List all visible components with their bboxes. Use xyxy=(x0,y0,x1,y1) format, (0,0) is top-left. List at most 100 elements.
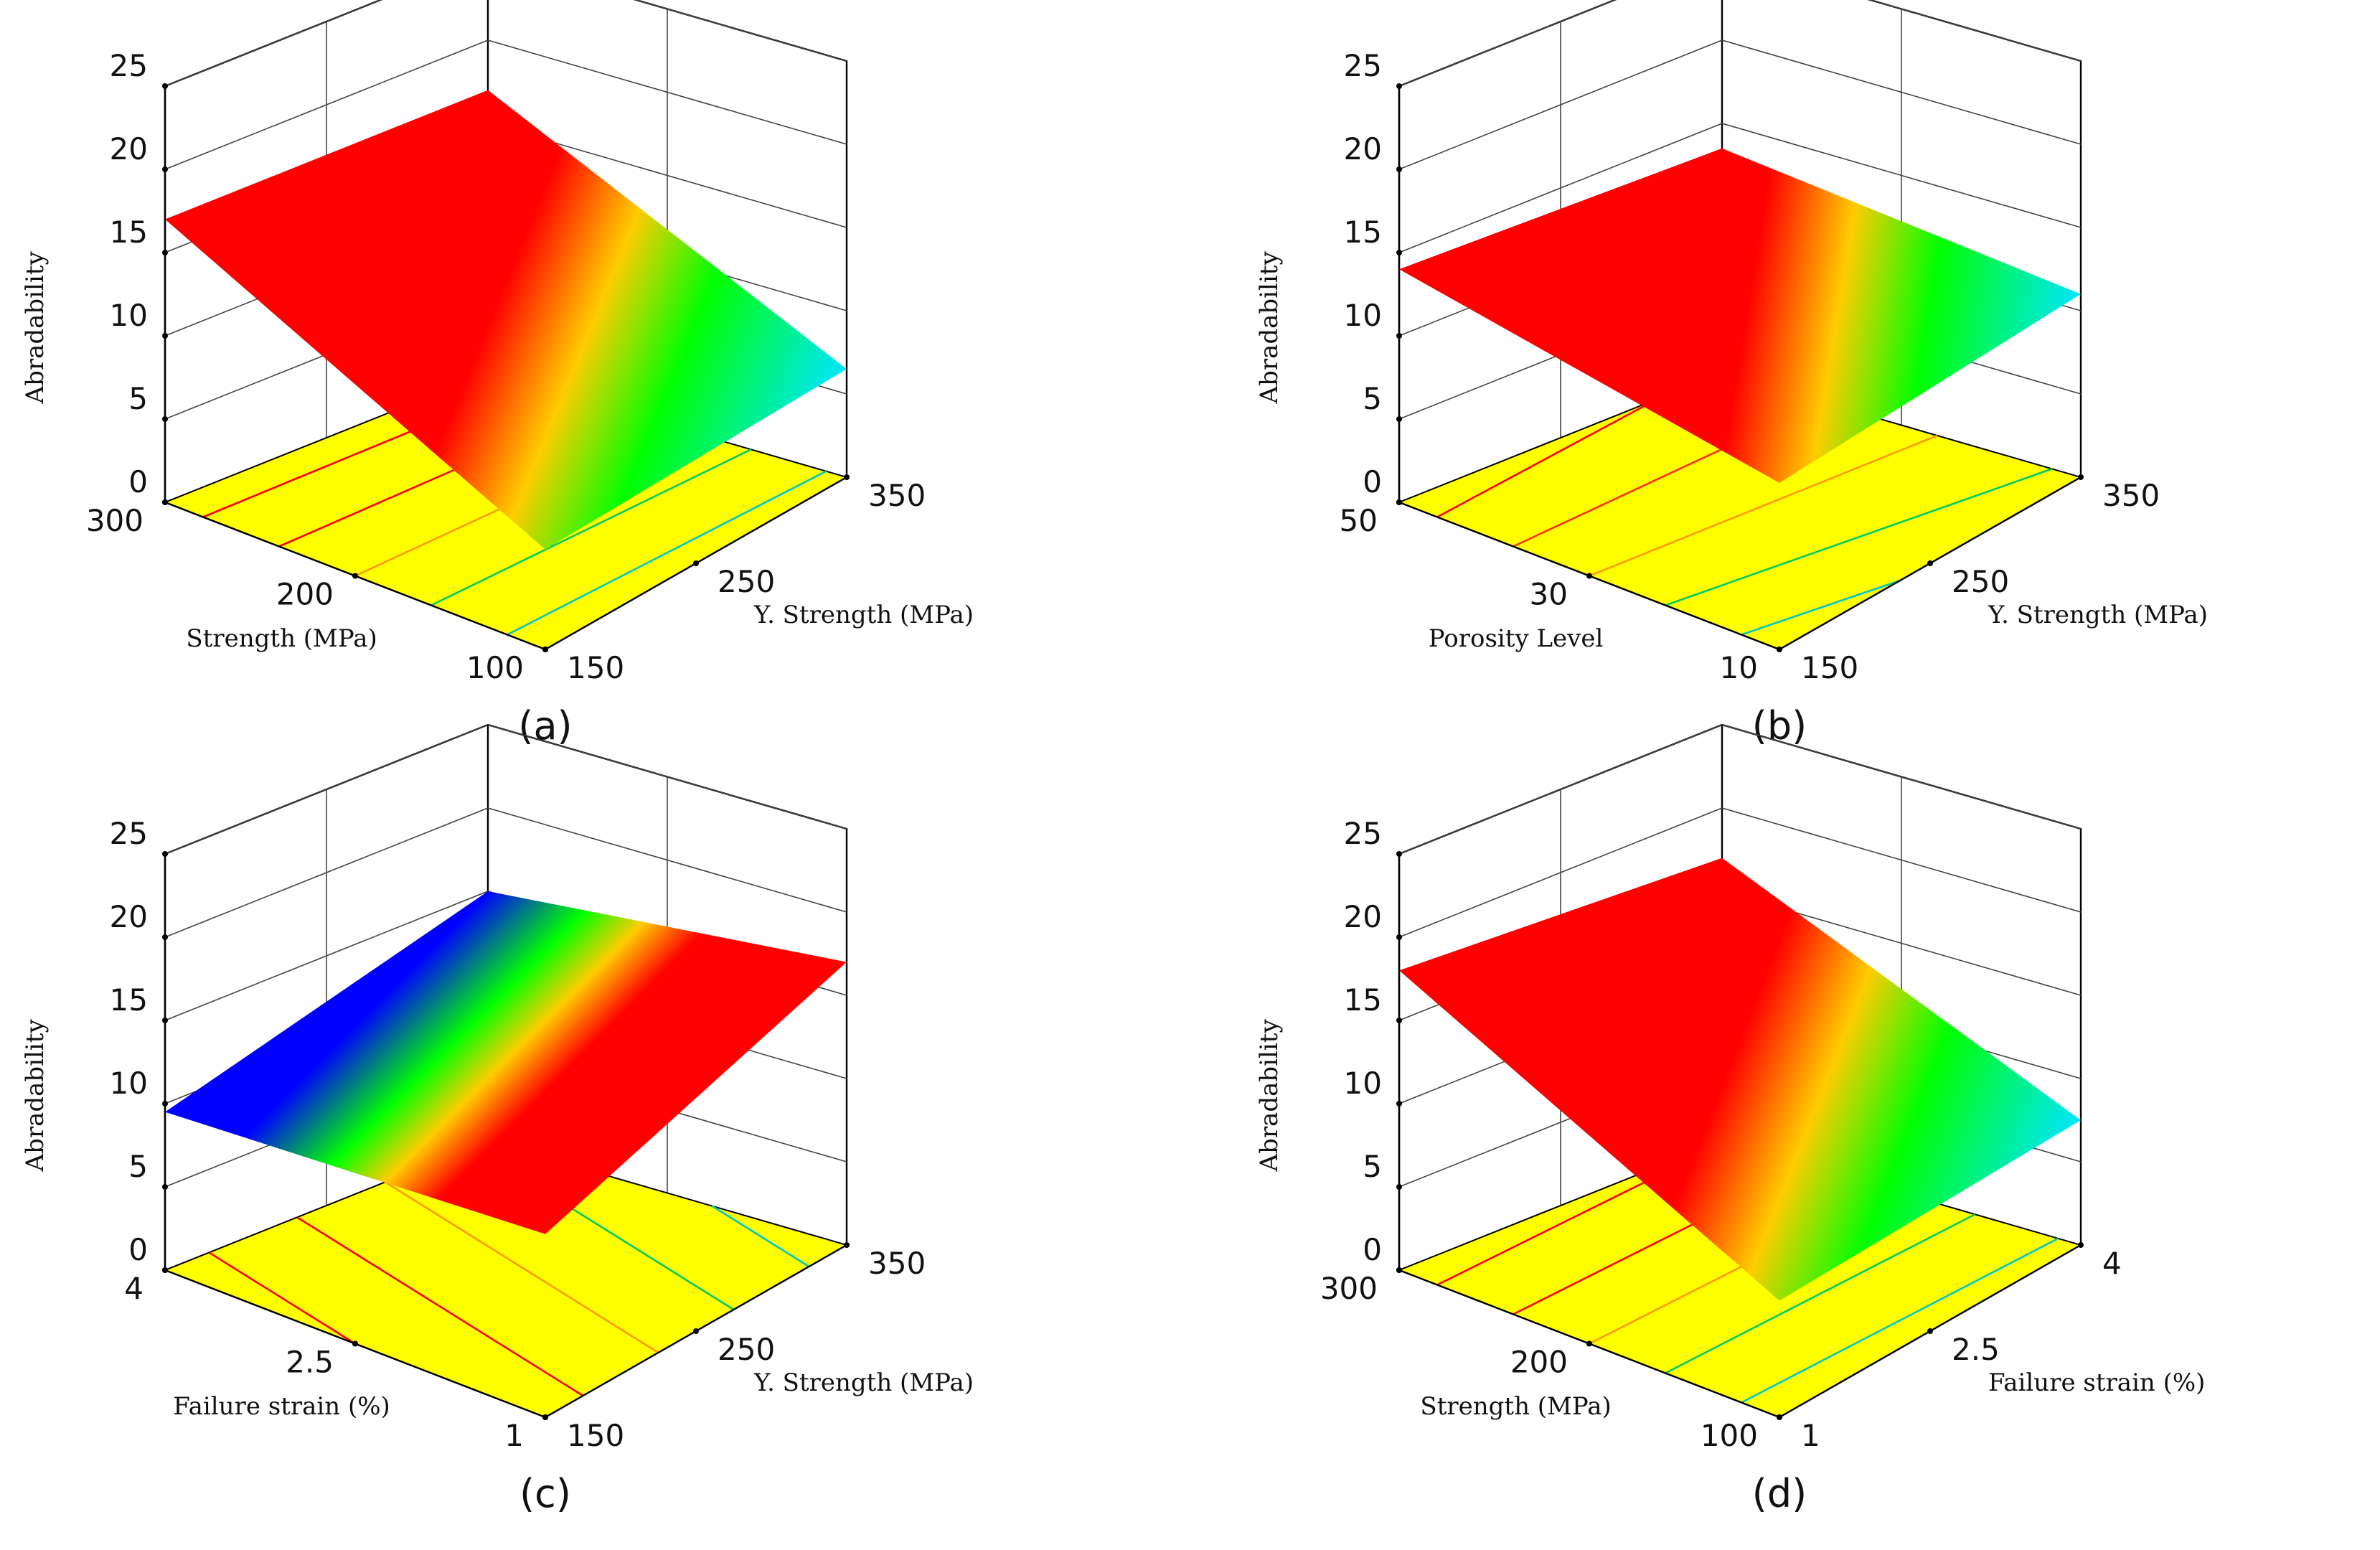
z-tick-label: 20 xyxy=(1344,899,1382,934)
z-tick-mark xyxy=(1396,1184,1402,1190)
chart-panel-a: 0 5 10 15 20 25 Abradability 300 200 100 Strength … xyxy=(0,0,1148,753)
y-tick-label: 350 xyxy=(868,478,926,513)
z-axis-title: Abradability xyxy=(21,1019,50,1173)
x-tick-label: 200 xyxy=(1510,1345,1568,1380)
contour-line xyxy=(208,1251,356,1345)
x-tick-mark xyxy=(1396,499,1402,505)
chart-panel-b: 0 5 10 15 20 25 Abradability 50 30 10 Porosity Lev… xyxy=(1234,0,2380,753)
y-tick-mark xyxy=(1777,647,1782,652)
z-tick-mark xyxy=(1396,851,1402,857)
contour-line xyxy=(296,1216,584,1397)
z-gridline xyxy=(164,807,847,938)
x-tick-label: 300 xyxy=(86,503,144,538)
z-gridline xyxy=(1398,724,2082,855)
y-axis-title: Y. Strength (MPa) xyxy=(753,601,974,629)
y-tick-label: 1 xyxy=(1801,1418,1820,1453)
y-tick-mark xyxy=(542,647,548,652)
z-axis: 0 5 10 15 20 25 Abradability xyxy=(21,816,168,1273)
z-tick-label: 0 xyxy=(128,464,148,499)
z-axis-title: Abradability xyxy=(21,251,50,405)
contour-line xyxy=(1665,468,2053,606)
z-gridline xyxy=(164,724,847,855)
x-tick-mark xyxy=(352,573,358,579)
z-axis: 0 5 10 15 20 25 Abradability xyxy=(1255,48,1402,505)
surface-plot-svg: 0 5 10 15 20 25 Abradability 300 200 100 Strength … xyxy=(1255,723,2205,1516)
x-tick-label: 100 xyxy=(466,650,524,685)
x-tick-mark xyxy=(352,1340,358,1347)
y-axis: 150 250 350 Y. Strength (MPa) xyxy=(542,1242,974,1453)
z-tick-label: 5 xyxy=(128,1149,148,1184)
x-tick-mark xyxy=(1586,573,1592,579)
z-tick-label: 20 xyxy=(110,899,148,934)
chart-panel-d: 0 5 10 15 20 25 Abradability 300 200 100 Strength … xyxy=(1234,723,2380,1521)
z-tick-mark xyxy=(162,166,168,172)
z-tick-label: 20 xyxy=(1344,131,1382,166)
x-axis: 300 200 100 Strength (MPa) xyxy=(1320,1267,1782,1453)
z-tick-label: 10 xyxy=(110,1066,148,1101)
y-tick-mark xyxy=(2078,474,2084,480)
z-tick-label: 25 xyxy=(1344,816,1382,851)
z-tick-mark xyxy=(162,333,168,339)
z-tick-label: 5 xyxy=(1363,381,1382,416)
contour-line xyxy=(1589,434,1938,577)
y-tick-mark xyxy=(844,1242,850,1248)
z-tick-mark xyxy=(162,1101,168,1107)
y-tick-mark xyxy=(1927,1328,1933,1334)
x-tick-mark xyxy=(162,1267,168,1273)
x-tick-label: 50 xyxy=(1340,503,1378,538)
x-axis-title: Strength (MPa) xyxy=(186,624,377,653)
surface-plot-svg: 0 5 10 15 20 25 Abradability 50 30 10 Porosity Lev… xyxy=(1255,0,2208,748)
z-tick-label: 15 xyxy=(110,982,148,1018)
contour-line xyxy=(1665,1213,1976,1374)
z-gridline xyxy=(1398,123,2082,253)
z-tick-mark xyxy=(162,934,168,940)
z-tick-label: 15 xyxy=(1344,215,1382,250)
z-gridline xyxy=(1398,39,2082,170)
z-tick-mark xyxy=(162,851,168,857)
z-tick-mark xyxy=(1396,250,1402,255)
surface-plot-svg: 0 5 10 15 20 25 Abradability 4 2.5 1 Failure strai… xyxy=(21,723,974,1516)
x-axis: 300 200 100 Strength (MPa) xyxy=(86,499,548,685)
contour-line xyxy=(385,1181,659,1354)
z-axis: 0 5 10 15 20 25 Abradability xyxy=(1255,816,1402,1273)
z-tick-mark xyxy=(162,83,168,89)
y-axis-title: Y. Strength (MPa) xyxy=(753,1368,974,1397)
y-tick-mark xyxy=(1927,560,1933,566)
x-tick-mark xyxy=(1586,1340,1592,1347)
y-tick-label: 250 xyxy=(718,1332,775,1367)
z-tick-mark xyxy=(162,250,168,255)
x-tick-label: 10 xyxy=(1720,650,1758,685)
response-surface xyxy=(165,90,847,550)
z-tick-mark xyxy=(1396,1101,1402,1107)
x-tick-mark xyxy=(162,499,168,505)
z-tick-mark xyxy=(162,416,168,422)
z-tick-mark xyxy=(1396,83,1402,89)
y-axis: 150 250 350 Y. Strength (MPa) xyxy=(1777,474,2208,685)
y-tick-label: 4 xyxy=(2102,1246,2122,1281)
y-tick-label: 2.5 xyxy=(1952,1332,2000,1367)
x-axis-title: Porosity Level xyxy=(1429,624,1604,653)
z-tick-mark xyxy=(1396,333,1402,339)
panel-label: (c) xyxy=(519,1471,571,1516)
x-axis: 50 30 10 Porosity Level xyxy=(1340,499,1782,685)
y-tick-label: 150 xyxy=(567,650,624,685)
contour-line xyxy=(1741,579,1901,636)
z-tick-label: 15 xyxy=(110,215,148,250)
z-tick-label: 10 xyxy=(1344,1066,1382,1101)
y-tick-mark xyxy=(844,474,850,480)
y-tick-mark xyxy=(693,1328,699,1334)
y-tick-label: 350 xyxy=(2102,478,2160,513)
x-axis-title: Strength (MPa) xyxy=(1420,1392,1611,1421)
y-tick-mark xyxy=(1777,1414,1782,1420)
z-tick-label: 20 xyxy=(110,131,148,166)
z-axis-title: Abradability xyxy=(1255,1019,1284,1173)
panel-label: (d) xyxy=(1752,1471,1807,1516)
z-axis-title: Abradability xyxy=(1255,251,1284,405)
x-tick-label: 2.5 xyxy=(286,1345,334,1380)
response-surface xyxy=(1399,148,2081,484)
contour-line xyxy=(1436,398,1658,518)
y-tick-mark xyxy=(542,1414,548,1420)
x-tick-label: 100 xyxy=(1701,1418,1758,1453)
y-tick-label: 150 xyxy=(567,1418,624,1453)
